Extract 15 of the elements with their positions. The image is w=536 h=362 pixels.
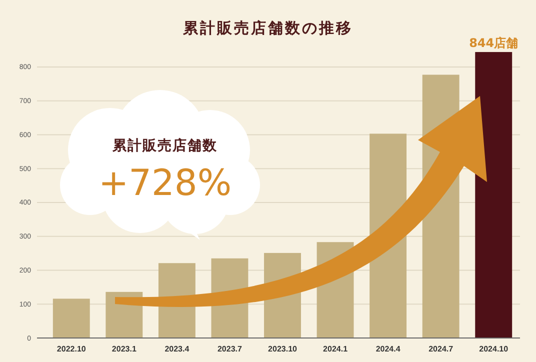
annotation: +728%	[98, 163, 232, 204]
bar	[475, 52, 512, 338]
chart-title: 累計販売店舗数の推移	[182, 19, 353, 37]
x-tick-label: 2024.7	[428, 344, 454, 354]
x-tick-label: 2024.4	[376, 344, 401, 354]
x-tick-label: 2024.10	[479, 344, 509, 354]
x-tick-label: 2022.10	[56, 344, 86, 354]
x-tick-label: 2023.1	[112, 344, 137, 354]
bar	[52, 298, 90, 338]
x-tick-label: 2023.4	[164, 344, 190, 354]
data-label: 844店舗	[469, 36, 518, 50]
x-tick-label: 2023.7	[217, 344, 243, 354]
x-tick-label: 2024.1	[323, 344, 348, 354]
x-tick-label: 2023.10	[268, 344, 298, 354]
annotation: 累計販売店舗数	[112, 137, 218, 154]
